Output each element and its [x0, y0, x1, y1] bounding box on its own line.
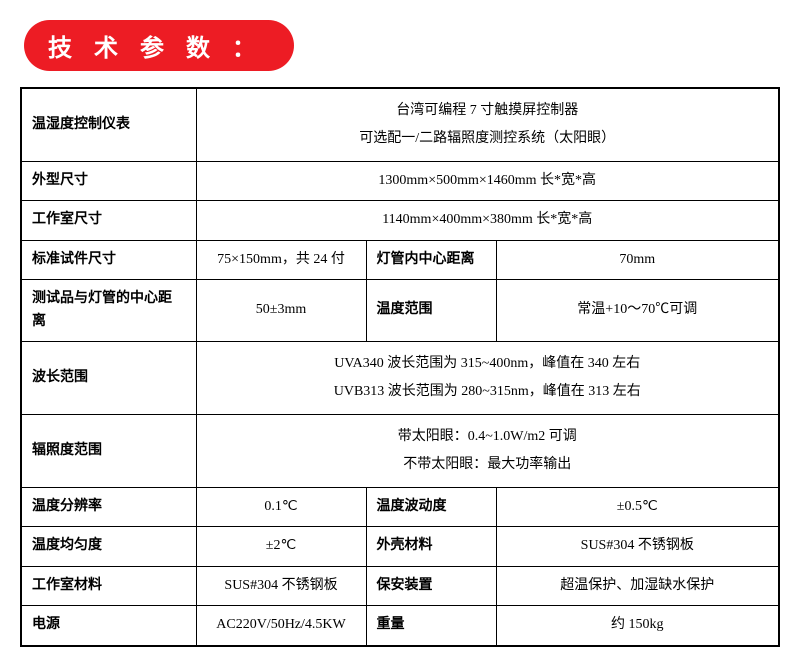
table-row: 工作室材料 SUS#304 不锈钢板 保安装置 超温保护、加湿缺水保护 [21, 566, 779, 605]
value-outer-size: 1300mm×500mm×1460mm 长*宽*高 [196, 162, 779, 201]
value-sample-distance: 50±3mm [196, 280, 366, 342]
spec-table: 温湿度控制仪表 台湾可编程 7 寸触摸屏控制器 可选配一/二路辐照度测控系统（太… [20, 87, 780, 647]
label-inner-material: 工作室材料 [21, 566, 196, 605]
value-temp-range: 常温+10～70℃可调 [496, 280, 779, 342]
label-wavelength: 波长范围 [21, 341, 196, 414]
value-weight: 约 150kg [496, 606, 779, 646]
label-temp-uniformity: 温度均匀度 [21, 527, 196, 566]
table-row: 波长范围 UVA340 波长范围为 315~400nm，峰值在 340 左右 U… [21, 341, 779, 414]
table-row: 辐照度范围 带太阳眼：0.4~1.0W/m2 可调 不带太阳眼：最大功率输出 [21, 414, 779, 487]
controller-line1: 台湾可编程 7 寸触摸屏控制器 [207, 97, 769, 125]
value-controller: 台湾可编程 7 寸触摸屏控制器 可选配一/二路辐照度测控系统（太阳眼） [196, 88, 779, 162]
label-temp-fluctuation: 温度波动度 [366, 487, 496, 526]
table-row: 工作室尺寸 1140mm×400mm×380mm 长*宽*高 [21, 201, 779, 240]
label-outer-size: 外型尺寸 [21, 162, 196, 201]
wavelength-line1: UVA340 波长范围为 315~400nm，峰值在 340 左右 [207, 350, 769, 378]
section-header-badge: 技 术 参 数 ： [24, 20, 294, 71]
value-specimen-size: 75×150mm，共 24 付 [196, 240, 366, 279]
label-irradiance: 辐照度范围 [21, 414, 196, 487]
table-row: 外型尺寸 1300mm×500mm×1460mm 长*宽*高 [21, 162, 779, 201]
irradiance-line2: 不带太阳眼：最大功率输出 [207, 451, 769, 479]
value-power: AC220V/50Hz/4.5KW [196, 606, 366, 646]
label-controller: 温湿度控制仪表 [21, 88, 196, 162]
table-row: 温湿度控制仪表 台湾可编程 7 寸触摸屏控制器 可选配一/二路辐照度测控系统（太… [21, 88, 779, 162]
label-power: 电源 [21, 606, 196, 646]
value-lamp-center: 70mm [496, 240, 779, 279]
value-temp-uniformity: ±2℃ [196, 527, 366, 566]
table-row: 测试品与灯管的中心距离 50±3mm 温度范围 常温+10～70℃可调 [21, 280, 779, 342]
value-safety: 超温保护、加湿缺水保护 [496, 566, 779, 605]
wavelength-line2: UVB313 波长范围为 280~315nm，峰值在 313 左右 [207, 378, 769, 406]
label-temp-resolution: 温度分辨率 [21, 487, 196, 526]
table-row: 标准试件尺寸 75×150mm，共 24 付 灯管内中心距离 70mm [21, 240, 779, 279]
irradiance-line1: 带太阳眼：0.4~1.0W/m2 可调 [207, 423, 769, 451]
value-wavelength: UVA340 波长范围为 315~400nm，峰值在 340 左右 UVB313… [196, 341, 779, 414]
table-row: 电源 AC220V/50Hz/4.5KW 重量 约 150kg [21, 606, 779, 646]
label-temp-range: 温度范围 [366, 280, 496, 342]
label-work-size: 工作室尺寸 [21, 201, 196, 240]
label-sample-distance: 测试品与灯管的中心距离 [21, 280, 196, 342]
label-weight: 重量 [366, 606, 496, 646]
value-irradiance: 带太阳眼：0.4~1.0W/m2 可调 不带太阳眼：最大功率输出 [196, 414, 779, 487]
value-temp-fluctuation: ±0.5℃ [496, 487, 779, 526]
table-row: 温度分辨率 0.1℃ 温度波动度 ±0.5℃ [21, 487, 779, 526]
value-temp-resolution: 0.1℃ [196, 487, 366, 526]
value-shell-material: SUS#304 不锈钢板 [496, 527, 779, 566]
value-inner-material: SUS#304 不锈钢板 [196, 566, 366, 605]
label-specimen-size: 标准试件尺寸 [21, 240, 196, 279]
label-safety: 保安装置 [366, 566, 496, 605]
table-row: 温度均匀度 ±2℃ 外壳材料 SUS#304 不锈钢板 [21, 527, 779, 566]
value-work-size: 1140mm×400mm×380mm 长*宽*高 [196, 201, 779, 240]
label-shell-material: 外壳材料 [366, 527, 496, 566]
label-lamp-center: 灯管内中心距离 [366, 240, 496, 279]
controller-line2: 可选配一/二路辐照度测控系统（太阳眼） [207, 125, 769, 153]
